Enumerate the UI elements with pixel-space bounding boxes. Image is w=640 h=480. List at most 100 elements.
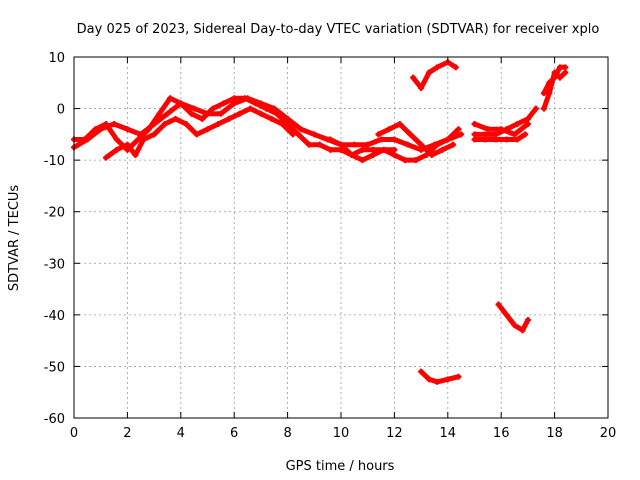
grid-lines: [74, 57, 608, 418]
data-point: [444, 136, 451, 143]
data-point: [396, 121, 403, 128]
data-point: [113, 136, 120, 143]
data-point: [279, 121, 286, 128]
data-point: [391, 151, 398, 158]
data-point: [455, 373, 462, 380]
data-point: [484, 126, 491, 133]
data-point: [103, 154, 110, 161]
x-tick-label: 16: [493, 426, 510, 441]
data-point: [161, 121, 168, 128]
y-tick-label: -40: [44, 309, 65, 324]
data-point: [263, 105, 270, 112]
y-tick-label: -60: [44, 412, 65, 427]
data-point: [252, 100, 259, 107]
data-point: [471, 136, 478, 143]
data-point: [204, 126, 211, 133]
data-point: [172, 115, 179, 122]
data-point: [503, 311, 510, 318]
data-point: [231, 95, 238, 102]
data-point: [151, 131, 158, 138]
y-tick-label: -10: [44, 154, 65, 169]
data-point: [524, 317, 531, 324]
x-tick-label: 8: [283, 426, 291, 441]
data-point: [402, 157, 409, 164]
data-point: [540, 90, 547, 97]
data-point: [140, 136, 147, 143]
data-point: [418, 141, 425, 148]
data-point: [193, 131, 200, 138]
data-point: [111, 121, 118, 128]
data-point: [524, 115, 531, 122]
data-point: [132, 151, 139, 158]
data-point: [450, 141, 457, 148]
data-point: [562, 69, 569, 76]
data-point: [236, 110, 243, 117]
data-point: [188, 110, 195, 117]
data-point: [386, 126, 393, 133]
data-point: [124, 141, 131, 148]
data-point: [458, 131, 465, 138]
data-point: [380, 146, 387, 153]
data-point: [524, 121, 531, 128]
data-point: [316, 141, 323, 148]
data-point: [257, 110, 264, 117]
x-tick-label: 6: [230, 426, 238, 441]
data-point: [327, 146, 334, 153]
data-point: [551, 74, 558, 81]
data-point: [273, 110, 280, 117]
data-point: [562, 64, 569, 71]
series-trace-i: [410, 59, 459, 91]
data-point: [511, 322, 518, 329]
y-tick-label: -50: [44, 360, 65, 375]
data-point: [482, 136, 489, 143]
data-point: [297, 126, 304, 133]
data-point: [370, 151, 377, 158]
data-point: [556, 74, 563, 81]
data-point: [519, 327, 526, 334]
data-point: [231, 100, 238, 107]
data-point: [81, 136, 88, 143]
data-point: [268, 115, 275, 122]
data-point: [92, 126, 99, 133]
data-point: [514, 121, 521, 128]
data-point: [428, 151, 435, 158]
data-point: [247, 105, 254, 112]
data-point: [364, 141, 371, 148]
x-tick-label: 14: [440, 426, 457, 441]
data-point: [434, 141, 441, 148]
data-point: [426, 69, 433, 76]
x-tick-label: 10: [333, 426, 350, 441]
data-point: [164, 110, 171, 117]
data-point: [410, 74, 417, 81]
data-point: [439, 146, 446, 153]
data-point: [532, 105, 539, 112]
data-point: [522, 131, 529, 138]
data-point: [327, 136, 334, 143]
data-point: [359, 146, 366, 153]
data-point: [113, 146, 120, 153]
data-point: [167, 95, 174, 102]
data-point: [514, 136, 521, 143]
data-point: [191, 105, 198, 112]
data-point: [338, 141, 344, 148]
data-point: [145, 126, 152, 133]
data-point: [220, 100, 227, 107]
data-point: [498, 126, 505, 133]
data-point: [124, 126, 131, 133]
x-tick-label: 18: [546, 426, 563, 441]
data-point: [370, 146, 377, 153]
data-point: [426, 376, 433, 383]
data-point: [103, 121, 110, 128]
data-point: [444, 376, 451, 383]
data-point: [156, 110, 163, 117]
data-point: [391, 146, 398, 153]
data-point: [452, 64, 459, 71]
data-point: [359, 157, 366, 164]
data-point: [378, 136, 385, 143]
data-point: [503, 136, 510, 143]
data-point: [215, 121, 222, 128]
data-point: [177, 100, 184, 107]
data-point: [135, 136, 142, 143]
series-trace-m: [418, 369, 461, 385]
y-tick-label: 10: [48, 51, 65, 66]
